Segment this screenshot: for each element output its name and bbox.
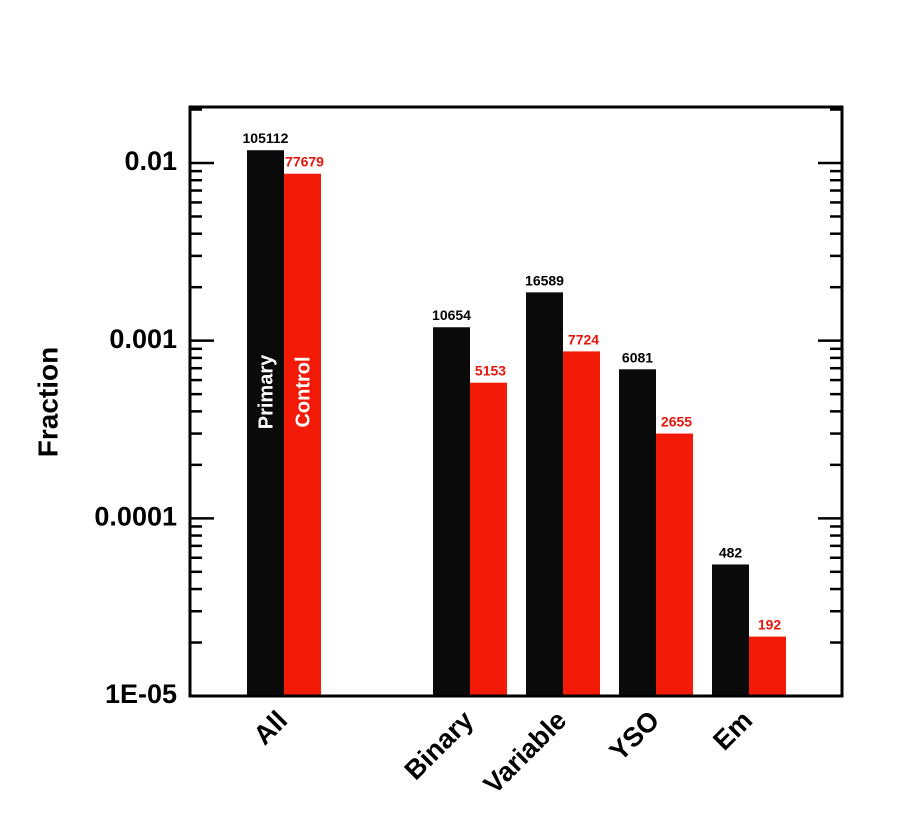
value-label-binary-primary: 10654: [432, 307, 471, 323]
category-label-binary: Binary: [399, 705, 480, 786]
category-label-em: Em: [707, 705, 758, 756]
y-tick-label: 0.001: [109, 324, 177, 354]
category-label-all: All: [248, 705, 294, 751]
value-label-variable-primary: 16589: [525, 272, 564, 288]
value-label-em-primary: 482: [719, 544, 743, 560]
bar-variable-control: [563, 351, 600, 696]
y-tick-label: 0.0001: [94, 501, 177, 531]
bar-all-control: [284, 173, 321, 696]
legend-entry-control: Control: [293, 356, 315, 427]
value-label-binary-control: 5153: [475, 363, 506, 379]
value-label-yso-primary: 6081: [622, 349, 653, 365]
legend-entry-primary: Primary: [256, 354, 278, 429]
legend-group: Primary Control: [256, 354, 315, 429]
bar-em-primary: [712, 564, 749, 696]
y-axis-title: Fraction: [32, 347, 63, 457]
category-label-variable: Variable: [478, 705, 572, 799]
value-label-all-primary: 105112: [243, 130, 289, 146]
bar-all-primary: [247, 150, 284, 697]
bar-em-control: [749, 636, 786, 696]
bar-variable-primary: [526, 292, 563, 696]
value-label-all-control: 77679: [285, 154, 324, 170]
ticks-group: [190, 108, 842, 698]
bars-group: [247, 150, 786, 697]
y-tick-label: 1E-05: [105, 679, 177, 709]
value-labels-group: 105112 77679 10654 5153 16589 7724 6081 2655 482…: [243, 130, 782, 632]
bar-binary-control: [470, 382, 507, 696]
bar-binary-primary: [433, 327, 470, 696]
value-label-variable-control: 7724: [568, 331, 599, 347]
tick-labels-group: 0.01 0.001 0.0001 1E-05: [94, 146, 177, 709]
plot-frame: [188, 105, 844, 698]
category-label-yso: YSO: [604, 705, 666, 767]
value-label-yso-control: 2655: [661, 414, 692, 430]
y-tick-label: 0.01: [124, 146, 177, 176]
bar-yso-primary: [619, 369, 656, 696]
bar-yso-control: [656, 433, 693, 696]
value-label-em-control: 192: [758, 617, 782, 633]
